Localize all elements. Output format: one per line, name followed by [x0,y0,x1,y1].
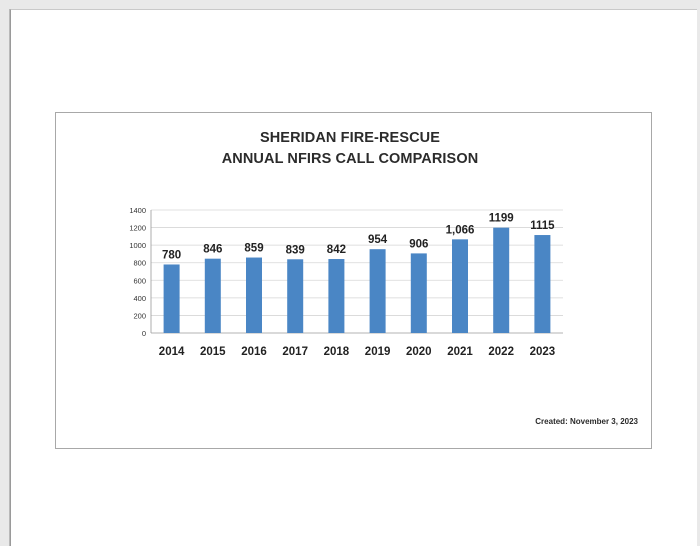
bar [370,249,386,333]
created-date: Created: November 3, 2023 [535,417,638,426]
data-label: 954 [368,234,388,246]
bar [164,264,180,333]
y-tick-label: 1000 [129,241,146,250]
bar [328,259,344,333]
data-label: 1199 [489,213,514,225]
data-label: 1115 [530,220,555,232]
x-tick-label: 2018 [324,346,350,358]
y-tick-label: 600 [133,276,146,285]
data-label: 859 [244,243,263,255]
y-tick-label: 400 [133,294,146,303]
x-tick-label: 2016 [241,346,267,358]
data-label: 842 [327,244,346,256]
bar [205,259,221,333]
y-tick-label: 1400 [129,206,146,215]
x-tick-label: 2022 [488,346,514,358]
y-tick-label: 1200 [129,224,146,233]
x-tick-label: 2023 [530,346,556,358]
y-tick-label: 200 [133,311,146,320]
x-tick-label: 2019 [365,346,391,358]
x-tick-label: 2017 [282,346,308,358]
x-tick-label: 2020 [406,346,432,358]
bar [246,258,262,333]
data-label: 839 [286,244,305,256]
data-label: 906 [409,238,428,250]
bar [411,253,427,333]
bar [452,239,468,333]
bar [493,228,509,333]
bar [534,235,550,333]
y-tick-label: 0 [142,329,146,338]
bar [287,259,303,333]
data-label: 846 [203,244,222,256]
x-tick-label: 2021 [447,346,473,358]
x-tick-label: 2015 [200,346,226,358]
y-tick-label: 800 [133,259,146,268]
data-label: 780 [162,249,181,261]
data-label: 1,066 [446,224,475,236]
x-tick-label: 2014 [159,346,185,358]
